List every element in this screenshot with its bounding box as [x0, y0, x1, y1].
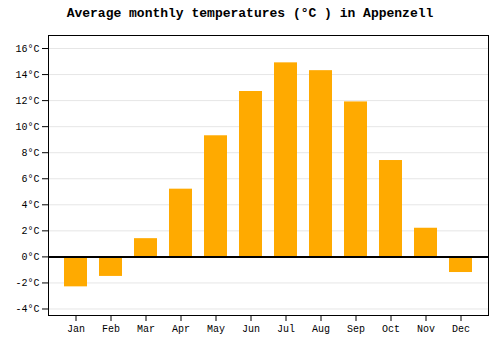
- svg-text:Dec: Dec: [452, 324, 470, 335]
- svg-text:16°C: 16°C: [15, 44, 39, 55]
- svg-text:Oct: Oct: [382, 324, 400, 335]
- svg-text:Apr: Apr: [172, 324, 190, 335]
- svg-text:2°C: 2°C: [21, 226, 39, 237]
- svg-text:Feb: Feb: [102, 324, 120, 335]
- svg-text:Jan: Jan: [67, 324, 85, 335]
- svg-text:10°C: 10°C: [15, 122, 39, 133]
- svg-text:14°C: 14°C: [15, 70, 39, 81]
- svg-text:May: May: [207, 324, 225, 335]
- svg-text:0°C: 0°C: [21, 252, 39, 263]
- svg-text:Aug: Aug: [312, 324, 330, 335]
- svg-text:Mar: Mar: [137, 324, 155, 335]
- svg-text:-4°C: -4°C: [15, 304, 39, 315]
- svg-text:Sep: Sep: [347, 324, 365, 335]
- svg-text:8°C: 8°C: [21, 148, 39, 159]
- svg-text:Jul: Jul: [277, 324, 295, 335]
- svg-text:6°C: 6°C: [21, 174, 39, 185]
- svg-text:Jun: Jun: [242, 324, 260, 335]
- html-text:Average monthly temperatures (: Average monthly temperatures (°C ) in Ap…: [66, 6, 434, 21]
- svg-text:Nov: Nov: [417, 324, 435, 335]
- svg-text:12°C: 12°C: [15, 96, 39, 107]
- svg-text:-2°C: -2°C: [15, 278, 39, 289]
- svg-text:4°C: 4°C: [21, 200, 39, 211]
